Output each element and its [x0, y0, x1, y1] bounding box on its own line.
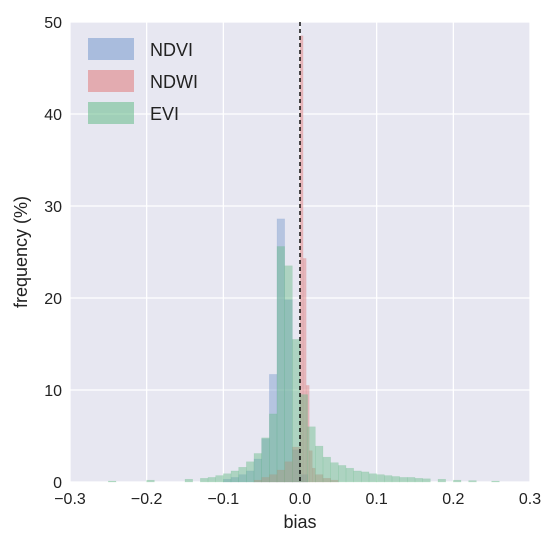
y-ticks: 0 10 20 30 40 50 — [44, 15, 62, 492]
y-tick-label: 0 — [53, 475, 62, 492]
bar-evi — [276, 246, 285, 483]
legend-swatch-evi — [88, 102, 134, 124]
bar-ndwi — [276, 469, 285, 483]
bar-evi — [246, 461, 255, 483]
bar-evi — [307, 426, 316, 483]
bar-evi — [284, 265, 293, 483]
legend-label-ndvi: NDVI — [150, 40, 193, 60]
bar-evi — [338, 465, 347, 483]
bar-ndwi — [312, 467, 316, 483]
bar-ndwi — [299, 35, 304, 483]
bar-ndwi — [302, 258, 307, 483]
bar-evi — [108, 480, 117, 483]
bar-ndwi — [269, 474, 278, 483]
bar-ndvi — [269, 374, 278, 483]
bar-evi — [299, 394, 308, 483]
bar-ndwi — [308, 450, 313, 483]
bar-evi — [223, 473, 232, 483]
bar-evi — [269, 413, 278, 483]
bar-ndvi — [261, 438, 270, 483]
bar-evi — [491, 480, 500, 483]
bar-evi — [353, 470, 362, 483]
bar-ndwi — [261, 477, 270, 483]
bar-evi — [330, 462, 339, 483]
x-tick-label: 0.1 — [366, 491, 388, 508]
bar-ndvi — [246, 470, 255, 483]
bar-evi — [200, 478, 209, 483]
bar-evi — [345, 467, 354, 483]
bar-ndwi — [330, 479, 339, 483]
x-tick-label: −0.3 — [54, 491, 86, 508]
legend: NDVI NDWI EVI — [88, 38, 198, 124]
bar-evi — [399, 477, 408, 483]
bar-evi — [207, 477, 216, 483]
y-tick-label: 40 — [44, 107, 62, 124]
bar-ndwi — [253, 479, 262, 483]
bar-evi — [215, 475, 224, 483]
bar-evi — [407, 477, 416, 483]
y-tick-label: 50 — [44, 15, 62, 32]
bar-ndwi — [284, 461, 293, 483]
bar-evi — [146, 479, 155, 483]
bar-evi — [453, 479, 462, 483]
x-tick-label: 0.0 — [289, 491, 311, 508]
legend-label-ndwi: NDWI — [150, 72, 198, 92]
bar-ndwi — [315, 474, 324, 483]
bar-evi — [230, 470, 239, 483]
bars — [108, 35, 500, 483]
x-tick-label: 0.2 — [442, 491, 464, 508]
bar-ndvi — [253, 458, 262, 483]
bar-evi — [376, 474, 385, 483]
bar-ndvi — [276, 218, 285, 483]
bar-evi — [253, 453, 262, 483]
bar-ndvi — [223, 478, 232, 483]
y-tick-label: 10 — [44, 383, 62, 400]
y-tick-label: 20 — [44, 291, 62, 308]
legend-label-evi: EVI — [150, 104, 179, 124]
bar-evi — [414, 478, 423, 483]
bar-evi — [261, 437, 270, 483]
bar-evi — [361, 471, 370, 483]
bar-ndvi — [238, 474, 247, 483]
bar-evi — [292, 339, 301, 483]
bar-evi — [422, 478, 431, 483]
bar-ndvi — [230, 477, 239, 483]
x-axis-label: bias — [283, 512, 316, 532]
bar-evi — [322, 456, 331, 483]
bar-evi — [238, 467, 247, 483]
x-tick-label: 0.3 — [519, 491, 541, 508]
legend-swatch-ndvi — [88, 38, 134, 60]
x-tick-label: −0.1 — [208, 491, 240, 508]
y-axis-label: frequency (%) — [11, 196, 31, 308]
bar-evi — [368, 473, 377, 483]
bar-ndvi — [284, 299, 293, 483]
bar-evi — [437, 478, 446, 483]
bar-evi — [184, 478, 193, 483]
y-tick-label: 30 — [44, 199, 62, 216]
bar-evi — [391, 476, 400, 483]
bar-ndwi — [305, 385, 310, 483]
legend-swatch-ndwi — [88, 70, 134, 92]
bar-evi — [384, 475, 393, 483]
bar-evi — [315, 445, 324, 483]
x-tick-label: −0.2 — [131, 491, 163, 508]
bar-ndwi — [322, 478, 331, 483]
x-ticks: −0.3 −0.2 −0.1 0.0 0.1 0.2 0.3 — [54, 491, 541, 508]
bar-evi — [468, 480, 477, 483]
